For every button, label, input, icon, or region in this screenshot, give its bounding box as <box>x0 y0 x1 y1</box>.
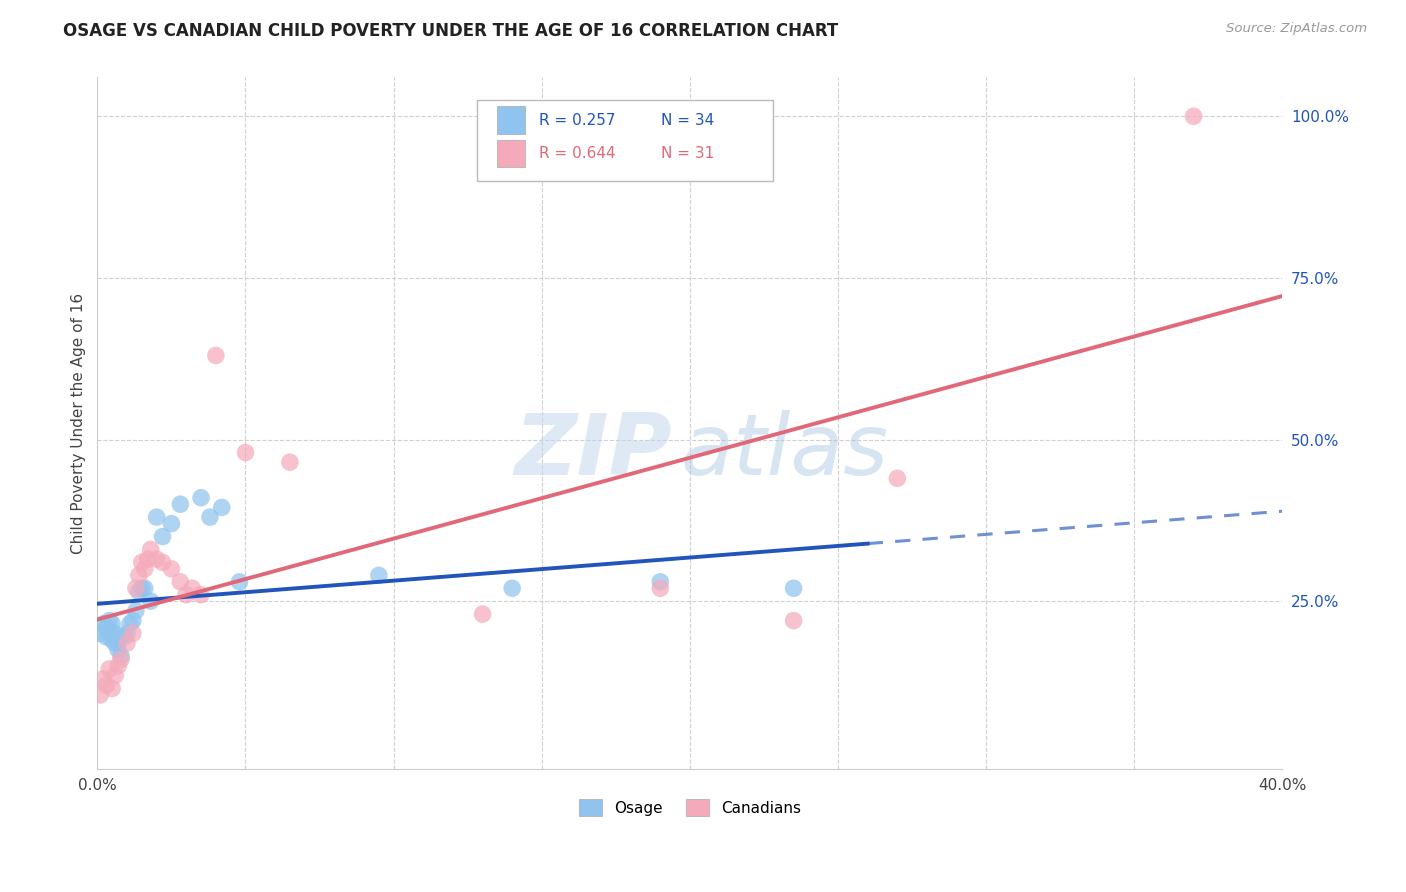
Point <box>211 500 233 515</box>
Point <box>650 581 672 595</box>
Point <box>782 581 804 595</box>
Y-axis label: Child Poverty Under the Age of 16: Child Poverty Under the Age of 16 <box>72 293 86 554</box>
Point <box>104 668 127 682</box>
Point <box>134 581 156 595</box>
Point <box>107 636 129 650</box>
Point <box>134 562 156 576</box>
Point <box>278 455 301 469</box>
Point <box>174 588 197 602</box>
Point <box>128 584 150 599</box>
Point <box>98 662 121 676</box>
Point <box>110 652 132 666</box>
Text: OSAGE VS CANADIAN CHILD POVERTY UNDER THE AGE OF 16 CORRELATION CHART: OSAGE VS CANADIAN CHILD POVERTY UNDER TH… <box>63 22 838 40</box>
Point <box>104 626 127 640</box>
Point <box>471 607 494 621</box>
Point <box>205 349 228 363</box>
Point <box>152 555 174 569</box>
FancyBboxPatch shape <box>477 100 773 181</box>
Point <box>139 594 162 608</box>
Point <box>190 491 212 505</box>
Point <box>228 574 250 589</box>
Point <box>198 510 221 524</box>
Point <box>131 555 153 569</box>
Point <box>160 516 183 531</box>
Point <box>122 614 145 628</box>
Point <box>190 588 212 602</box>
Text: Source: ZipAtlas.com: Source: ZipAtlas.com <box>1226 22 1367 36</box>
Point <box>91 616 114 631</box>
Point <box>96 678 118 692</box>
Point <box>115 626 138 640</box>
Point <box>96 620 118 634</box>
Point <box>104 636 127 650</box>
Point <box>367 568 389 582</box>
Point <box>96 630 118 644</box>
Text: R = 0.644: R = 0.644 <box>540 146 616 161</box>
Point <box>139 542 162 557</box>
Point <box>125 604 148 618</box>
Point <box>501 581 523 595</box>
Text: ZIP: ZIP <box>515 409 672 492</box>
Point <box>1182 109 1205 123</box>
Point <box>89 626 111 640</box>
Point <box>122 626 145 640</box>
Point <box>91 672 114 686</box>
Point <box>112 630 135 644</box>
FancyBboxPatch shape <box>496 140 526 168</box>
Point <box>181 581 204 595</box>
Point <box>128 568 150 582</box>
Point <box>115 636 138 650</box>
Text: N = 31: N = 31 <box>661 146 714 161</box>
Point <box>98 624 121 638</box>
Text: N = 34: N = 34 <box>661 112 714 128</box>
Point <box>145 552 167 566</box>
FancyBboxPatch shape <box>496 106 526 134</box>
Point <box>169 574 191 589</box>
Point <box>125 581 148 595</box>
Point <box>101 616 124 631</box>
Point <box>98 614 121 628</box>
Legend: Osage, Canadians: Osage, Canadians <box>571 791 808 824</box>
Point <box>650 574 672 589</box>
Point <box>886 471 908 485</box>
Point <box>118 616 141 631</box>
Point <box>101 632 124 647</box>
Text: atlas: atlas <box>681 409 889 492</box>
Point <box>160 562 183 576</box>
Text: R = 0.257: R = 0.257 <box>540 112 616 128</box>
Point <box>110 649 132 664</box>
Point <box>107 658 129 673</box>
Point <box>145 510 167 524</box>
Point <box>169 497 191 511</box>
Point <box>131 581 153 595</box>
Point <box>136 552 159 566</box>
Point <box>235 445 257 459</box>
Point <box>782 614 804 628</box>
Point <box>89 688 111 702</box>
Point <box>152 529 174 543</box>
Point <box>107 642 129 657</box>
Point <box>101 681 124 696</box>
